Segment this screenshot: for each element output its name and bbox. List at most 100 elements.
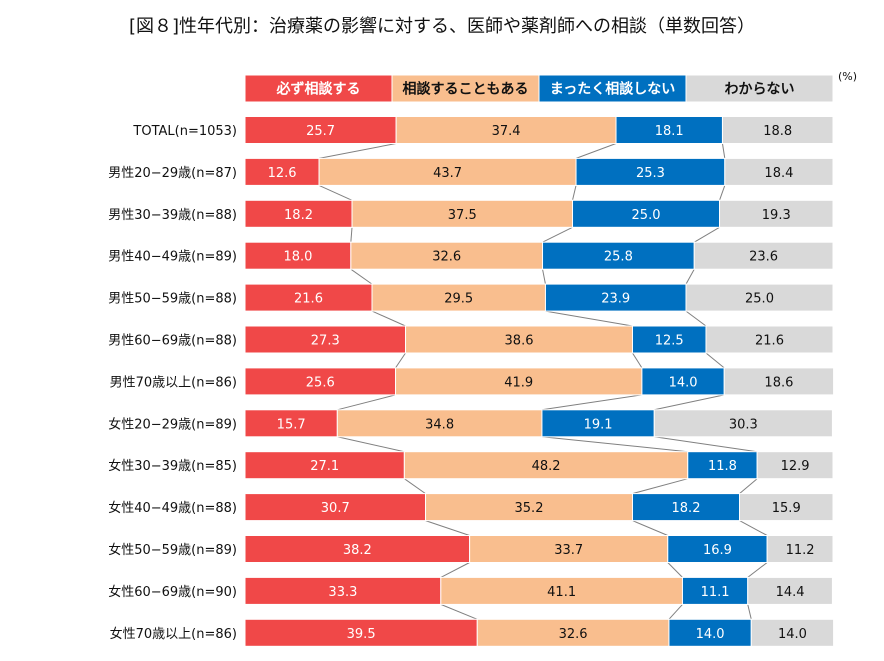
data-label: 19.1 xyxy=(584,417,613,432)
bar-segment xyxy=(244,116,397,144)
data-label: 16.9 xyxy=(703,543,732,558)
data-label: 14.4 xyxy=(776,585,805,600)
bar-segment xyxy=(575,157,726,186)
data-label: 14.0 xyxy=(696,627,725,642)
data-label: 25.0 xyxy=(632,208,661,223)
bar-segment xyxy=(244,157,320,186)
series-line xyxy=(721,143,726,159)
series-line xyxy=(541,436,688,453)
bar-segment xyxy=(615,116,723,144)
bar-segment xyxy=(395,116,617,144)
bar-segment xyxy=(244,493,427,522)
legend-swatch xyxy=(244,74,393,103)
data-label: 12.9 xyxy=(781,459,810,474)
bar-segment xyxy=(244,409,338,438)
data-label: 27.1 xyxy=(310,459,339,474)
data-label: 32.6 xyxy=(559,627,588,642)
data-label: 34.8 xyxy=(425,417,454,432)
series-line xyxy=(693,226,720,243)
data-label: 30.7 xyxy=(321,501,350,516)
data-label: 25.7 xyxy=(306,124,335,139)
category-label: TOTAL(n=1053) xyxy=(132,124,237,139)
bar-segment xyxy=(244,241,352,270)
category-label: 女性20−29歳(n=89) xyxy=(108,416,237,432)
series-line xyxy=(575,143,617,159)
data-label: 12.5 xyxy=(655,334,684,349)
category-label: 男性50−59歳(n=88) xyxy=(108,292,237,307)
bar-segment xyxy=(336,409,543,438)
series-line xyxy=(350,268,373,285)
series-line xyxy=(685,310,707,327)
bar-segment xyxy=(541,409,655,438)
data-label: 32.6 xyxy=(432,250,461,265)
category-label: 女性30−39歳(n=85) xyxy=(108,458,237,474)
series-line xyxy=(542,269,546,285)
legend-swatch xyxy=(538,74,687,103)
bar-segment xyxy=(244,576,442,605)
series-line xyxy=(719,185,726,201)
data-label: 11.8 xyxy=(708,459,737,474)
bar-segment xyxy=(440,576,683,605)
bar-segment xyxy=(572,199,721,228)
data-label: 15.9 xyxy=(772,501,801,516)
legend-label: わからない xyxy=(725,82,795,98)
bar-segment xyxy=(750,618,835,647)
data-label: 18.2 xyxy=(284,208,313,223)
series-line xyxy=(632,478,688,495)
series-line xyxy=(337,394,396,411)
legend-label: 必ず相談する xyxy=(276,81,361,98)
series-line xyxy=(350,227,353,243)
data-label: 37.5 xyxy=(448,208,477,223)
series-line xyxy=(747,604,752,620)
data-label: 30.3 xyxy=(729,417,758,432)
category-label: 男性40−49歳(n=89) xyxy=(108,250,237,265)
data-label: 12.6 xyxy=(268,166,297,181)
series-line xyxy=(705,352,725,369)
data-label: 48.2 xyxy=(532,459,561,474)
bar-segment xyxy=(244,618,478,647)
bar-segment xyxy=(705,325,834,354)
category-label: 女性40−49歳(n=88) xyxy=(108,500,237,516)
data-label: 33.3 xyxy=(328,585,357,600)
bar-segment xyxy=(667,535,768,563)
series-line xyxy=(318,143,397,159)
series-line xyxy=(337,436,405,453)
series-line xyxy=(747,562,768,578)
bar-segment xyxy=(405,325,633,354)
series-line xyxy=(632,520,668,536)
data-label: 43.7 xyxy=(433,166,462,181)
bar-segment xyxy=(687,451,758,480)
data-label: 33.7 xyxy=(554,543,583,558)
data-label: 21.6 xyxy=(294,292,323,307)
data-label: 11.1 xyxy=(701,585,730,600)
series-line xyxy=(542,226,573,243)
series-line xyxy=(654,436,758,453)
legend-label: 相談することもある xyxy=(403,81,529,98)
data-label: 25.3 xyxy=(636,166,665,181)
data-label: 18.0 xyxy=(283,250,312,265)
data-label: 25.0 xyxy=(745,292,774,307)
legend-swatch xyxy=(685,74,834,103)
category-label: 男性70歳以上(n=86) xyxy=(110,375,237,390)
data-label: 25.8 xyxy=(604,250,633,265)
legend-label: まったく相談しない xyxy=(550,81,675,98)
category-label: 男性20−29歳(n=87) xyxy=(108,166,237,181)
series-line xyxy=(667,562,683,578)
series-line xyxy=(425,520,470,536)
bar-segment xyxy=(653,409,833,438)
data-label: 29.5 xyxy=(444,292,473,307)
data-label: 23.6 xyxy=(749,250,778,265)
bar-segment xyxy=(721,116,834,144)
unit-label: (%) xyxy=(838,70,858,83)
series-line xyxy=(572,185,577,201)
series-line xyxy=(440,562,470,578)
data-label: 39.5 xyxy=(347,627,376,642)
bar-segment xyxy=(668,618,752,647)
bar-segment xyxy=(756,451,834,480)
chart-title: [図８]性年代別：治療薬の影響に対する、医師や薬剤師への相談（単数回答） xyxy=(128,16,756,37)
bar-segment xyxy=(350,241,544,270)
data-label: 23.9 xyxy=(601,292,630,307)
bar-segment xyxy=(395,367,643,396)
bar-segment xyxy=(244,535,471,563)
